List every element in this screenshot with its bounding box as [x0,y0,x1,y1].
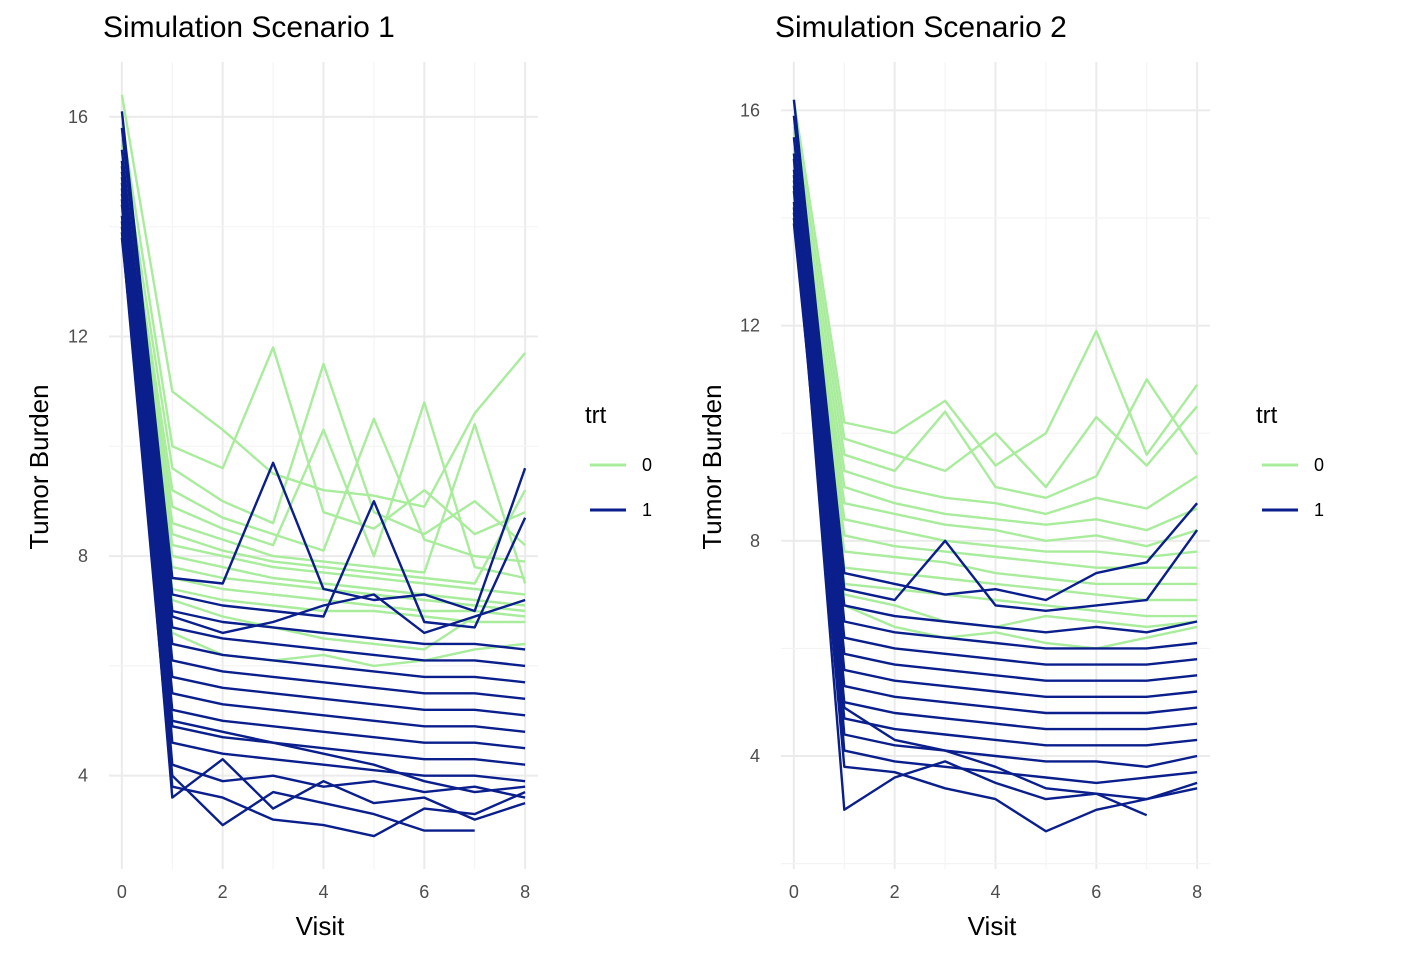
series-line-trt-1 [120,215,526,733]
y-tick-label: 4 [750,746,760,766]
series-line-trt-1 [792,185,1148,817]
x-tick-label: 2 [218,882,228,902]
series-line-trt-1 [792,201,1198,715]
x-tick-label: 4 [318,882,328,902]
x-tick-label: 6 [1091,882,1101,902]
series-line-trt-1 [792,180,1198,682]
series-line-trt-0 [792,164,1198,532]
legend-label: 0 [642,455,652,475]
series-line-trt-0 [792,217,1198,602]
series-line-trt-1 [792,137,1198,634]
series-line-trt-0 [120,94,527,508]
series-line-trt-1 [792,99,1199,602]
series-line-trt-1 [792,169,1198,666]
series-line-trt-0 [120,166,526,624]
y-axis-title: Tumor Burden [697,384,727,549]
legend-label: 0 [1314,455,1324,475]
series-line-trt-1 [792,153,1198,650]
series-line-trt-1 [120,237,526,766]
y-tick-label: 8 [78,546,88,566]
series-line-trt-1 [792,174,1198,785]
series-line-trt-0 [120,160,526,563]
series-line-trt-0 [792,131,1199,499]
series-line-trt-0 [792,207,1198,586]
series-lines [792,99,1199,833]
series-lines [120,94,527,838]
y-tick-label: 16 [740,100,760,120]
series-line-trt-0 [792,185,1198,559]
series-line-trt-0 [792,115,1199,489]
y-tick-label: 12 [740,316,760,336]
series-line-trt-0 [792,126,1198,618]
x-axis-title: Visit [296,911,345,941]
legend-key-0: 0 [1262,455,1324,475]
tick-labels: 0 2 4 6 8 4 8 12 16 [740,100,1202,902]
series-line-trt-1 [120,204,526,717]
legend-key-1: 1 [590,500,652,520]
x-tick-label: 0 [789,882,799,902]
series-line-trt-0 [120,122,526,536]
series-line-trt-1 [120,177,526,684]
tick-labels: 0 2 4 6 8 4 8 12 16 [68,107,530,902]
series-line-trt-0 [120,193,527,585]
chart-panel-scenario-2: Simulation Scenario 2 Tumor Burden Visit… [697,11,1324,941]
y-tick-label: 16 [68,107,88,127]
series-line-trt-0 [120,204,526,596]
series-line-trt-0 [120,171,526,580]
series-line-trt-0 [120,138,526,618]
series-line-trt-1 [120,193,526,700]
series-line-trt-0 [792,196,1198,569]
series-line-trt-1 [792,212,1198,731]
series-line-trt-1 [120,127,527,629]
x-tick-label: 4 [990,882,1000,902]
legend-label: 1 [642,500,652,520]
series-line-trt-0 [120,177,526,651]
series-line-trt-0 [120,215,526,607]
x-tick-label: 8 [520,882,530,902]
series-line-trt-1 [120,111,527,613]
series-line-trt-1 [120,232,526,838]
legend-key-1: 1 [1262,500,1324,520]
series-line-trt-1 [120,221,475,832]
y-axis-title: Tumor Burden [24,384,54,549]
legend-key-0: 0 [590,455,652,475]
chart-panel-scenario-1: Simulation Scenario 1 Tumor Burden Visit… [24,11,652,941]
x-tick-label: 6 [419,882,429,902]
series-line-trt-1 [120,149,526,651]
chart-title: Simulation Scenario 1 [103,11,395,44]
series-line-trt-1 [120,166,526,668]
x-tick-label: 0 [117,882,127,902]
y-tick-label: 4 [78,766,88,786]
series-line-trt-0 [120,182,527,584]
x-axis-title: Visit [968,911,1017,941]
series-line-trt-0 [792,190,1198,650]
y-tick-label: 8 [750,531,760,551]
series-line-trt-1 [792,115,1199,612]
series-line-trt-1 [120,171,526,635]
series-line-trt-0 [120,210,526,668]
series-line-trt-1 [792,158,1198,768]
series-line-trt-1 [120,160,526,783]
series-line-trt-1 [120,226,526,750]
series-line-trt-1 [120,182,526,794]
y-tick-label: 12 [68,326,88,346]
series-line-trt-1 [792,223,1198,747]
x-tick-label: 2 [890,882,900,902]
series-line-trt-0 [792,174,1198,548]
series-line-trt-1 [792,207,1198,833]
x-tick-label: 8 [1192,882,1202,902]
series-line-trt-1 [792,217,1198,801]
series-line-trt-1 [792,190,1198,698]
legend-title: trt [1256,402,1278,429]
chart-title: Simulation Scenario 2 [775,11,1067,44]
legend-label: 1 [1314,500,1324,520]
series-line-trt-0 [792,147,1198,516]
legend-title: trt [585,402,607,429]
